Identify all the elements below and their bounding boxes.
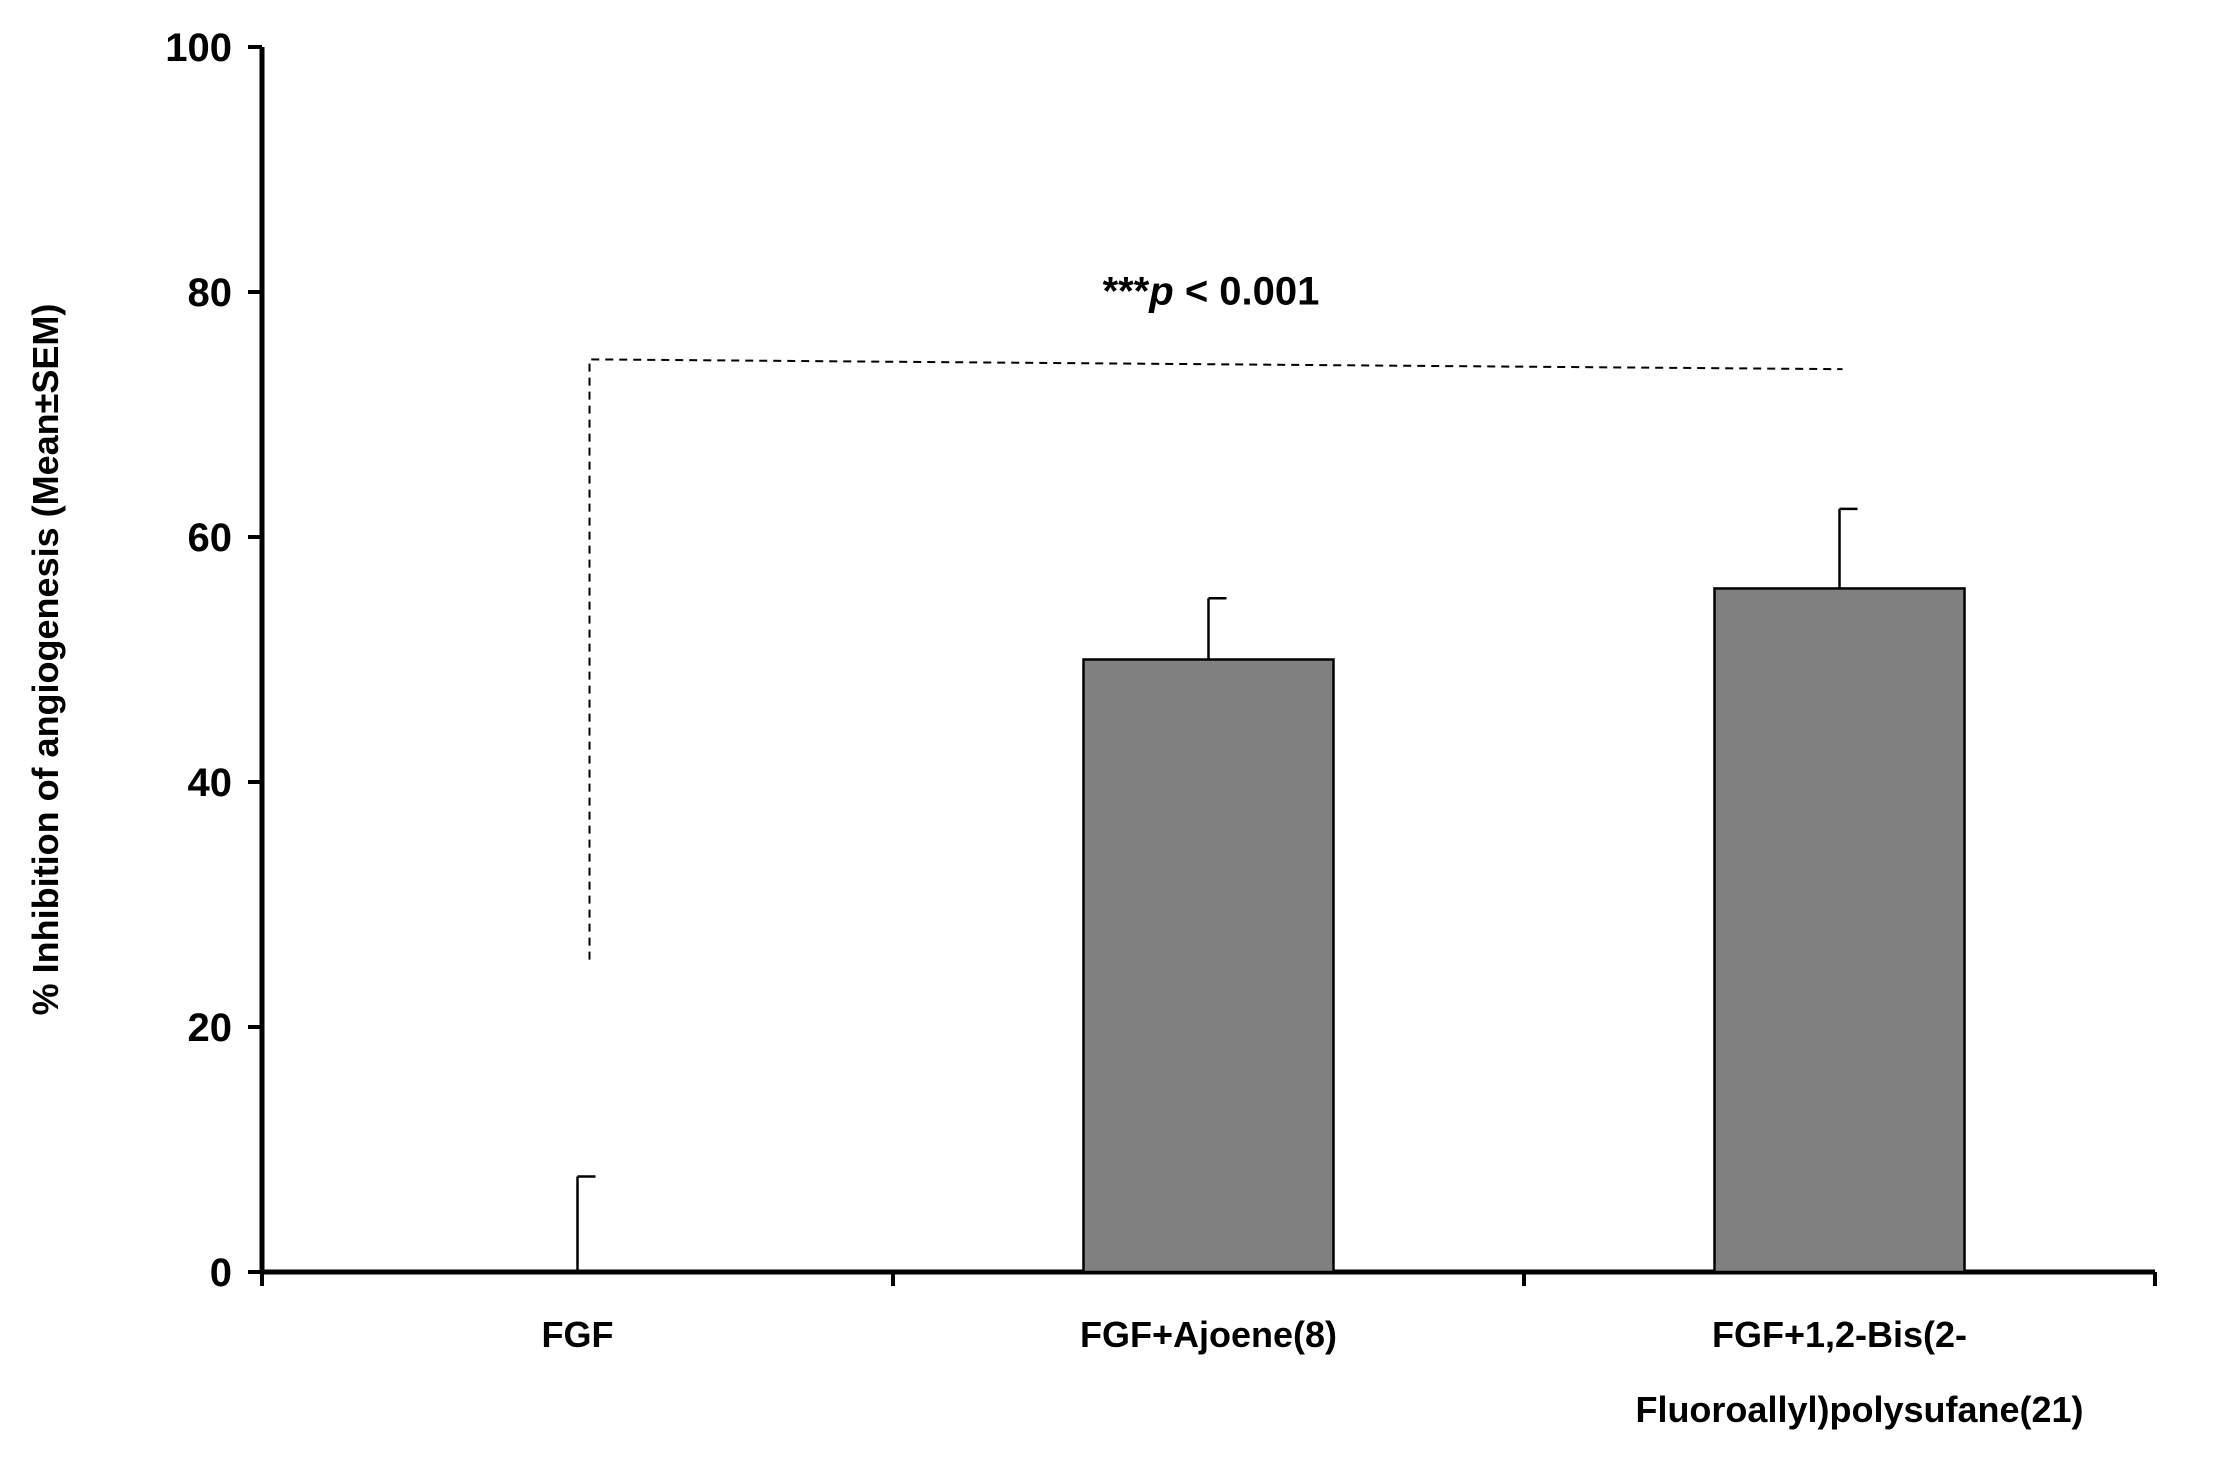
significance-stars: *** (1103, 269, 1150, 313)
bar (1082, 658, 1335, 1274)
y-tick-label: 0 (210, 1251, 232, 1295)
x-category-label: FGF (542, 1314, 614, 1355)
y-tick-label: 80 (188, 271, 233, 315)
x-category-label-line: FGF+1,2-Bis(2- (1712, 1314, 1967, 1355)
labels: 0 20 40 60 80 100 FGF FGF+Ajoene(8) FGF+1,2-Bis(… (25, 26, 2084, 1430)
error-bars (576, 507, 1858, 1272)
bars (1082, 587, 1966, 1274)
x-category-label: FGF+Ajoene(8) (1080, 1314, 1337, 1355)
significance-label: ***p < 0.001 (1103, 269, 1320, 313)
significance-p-symbol: p (1148, 269, 1173, 313)
y-tick-label: 20 (188, 1006, 233, 1050)
y-tick-label: 40 (188, 761, 233, 805)
x-category-label: FGF+1,2-Bis(2- Fluoroallyl)polysufane(21) (1635, 1314, 2083, 1430)
x-category-label-line: FGF (542, 1314, 614, 1355)
significance-annotation: ***p < 0.001 (588, 269, 1843, 960)
significance-value: < 0.001 (1174, 269, 1320, 313)
y-axis-title: % Inhibition of angiogenesis (Mean±SEM) (25, 304, 66, 1016)
y-tick-label: 60 (188, 516, 233, 560)
y-tick-label: 100 (165, 26, 232, 70)
x-category-label-line: Fluoroallyl)polysufane(21) (1635, 1389, 2083, 1430)
x-category-label-line: FGF+Ajoene(8) (1080, 1314, 1337, 1355)
bar (1713, 587, 1966, 1274)
significance-bracket (588, 358, 1843, 960)
